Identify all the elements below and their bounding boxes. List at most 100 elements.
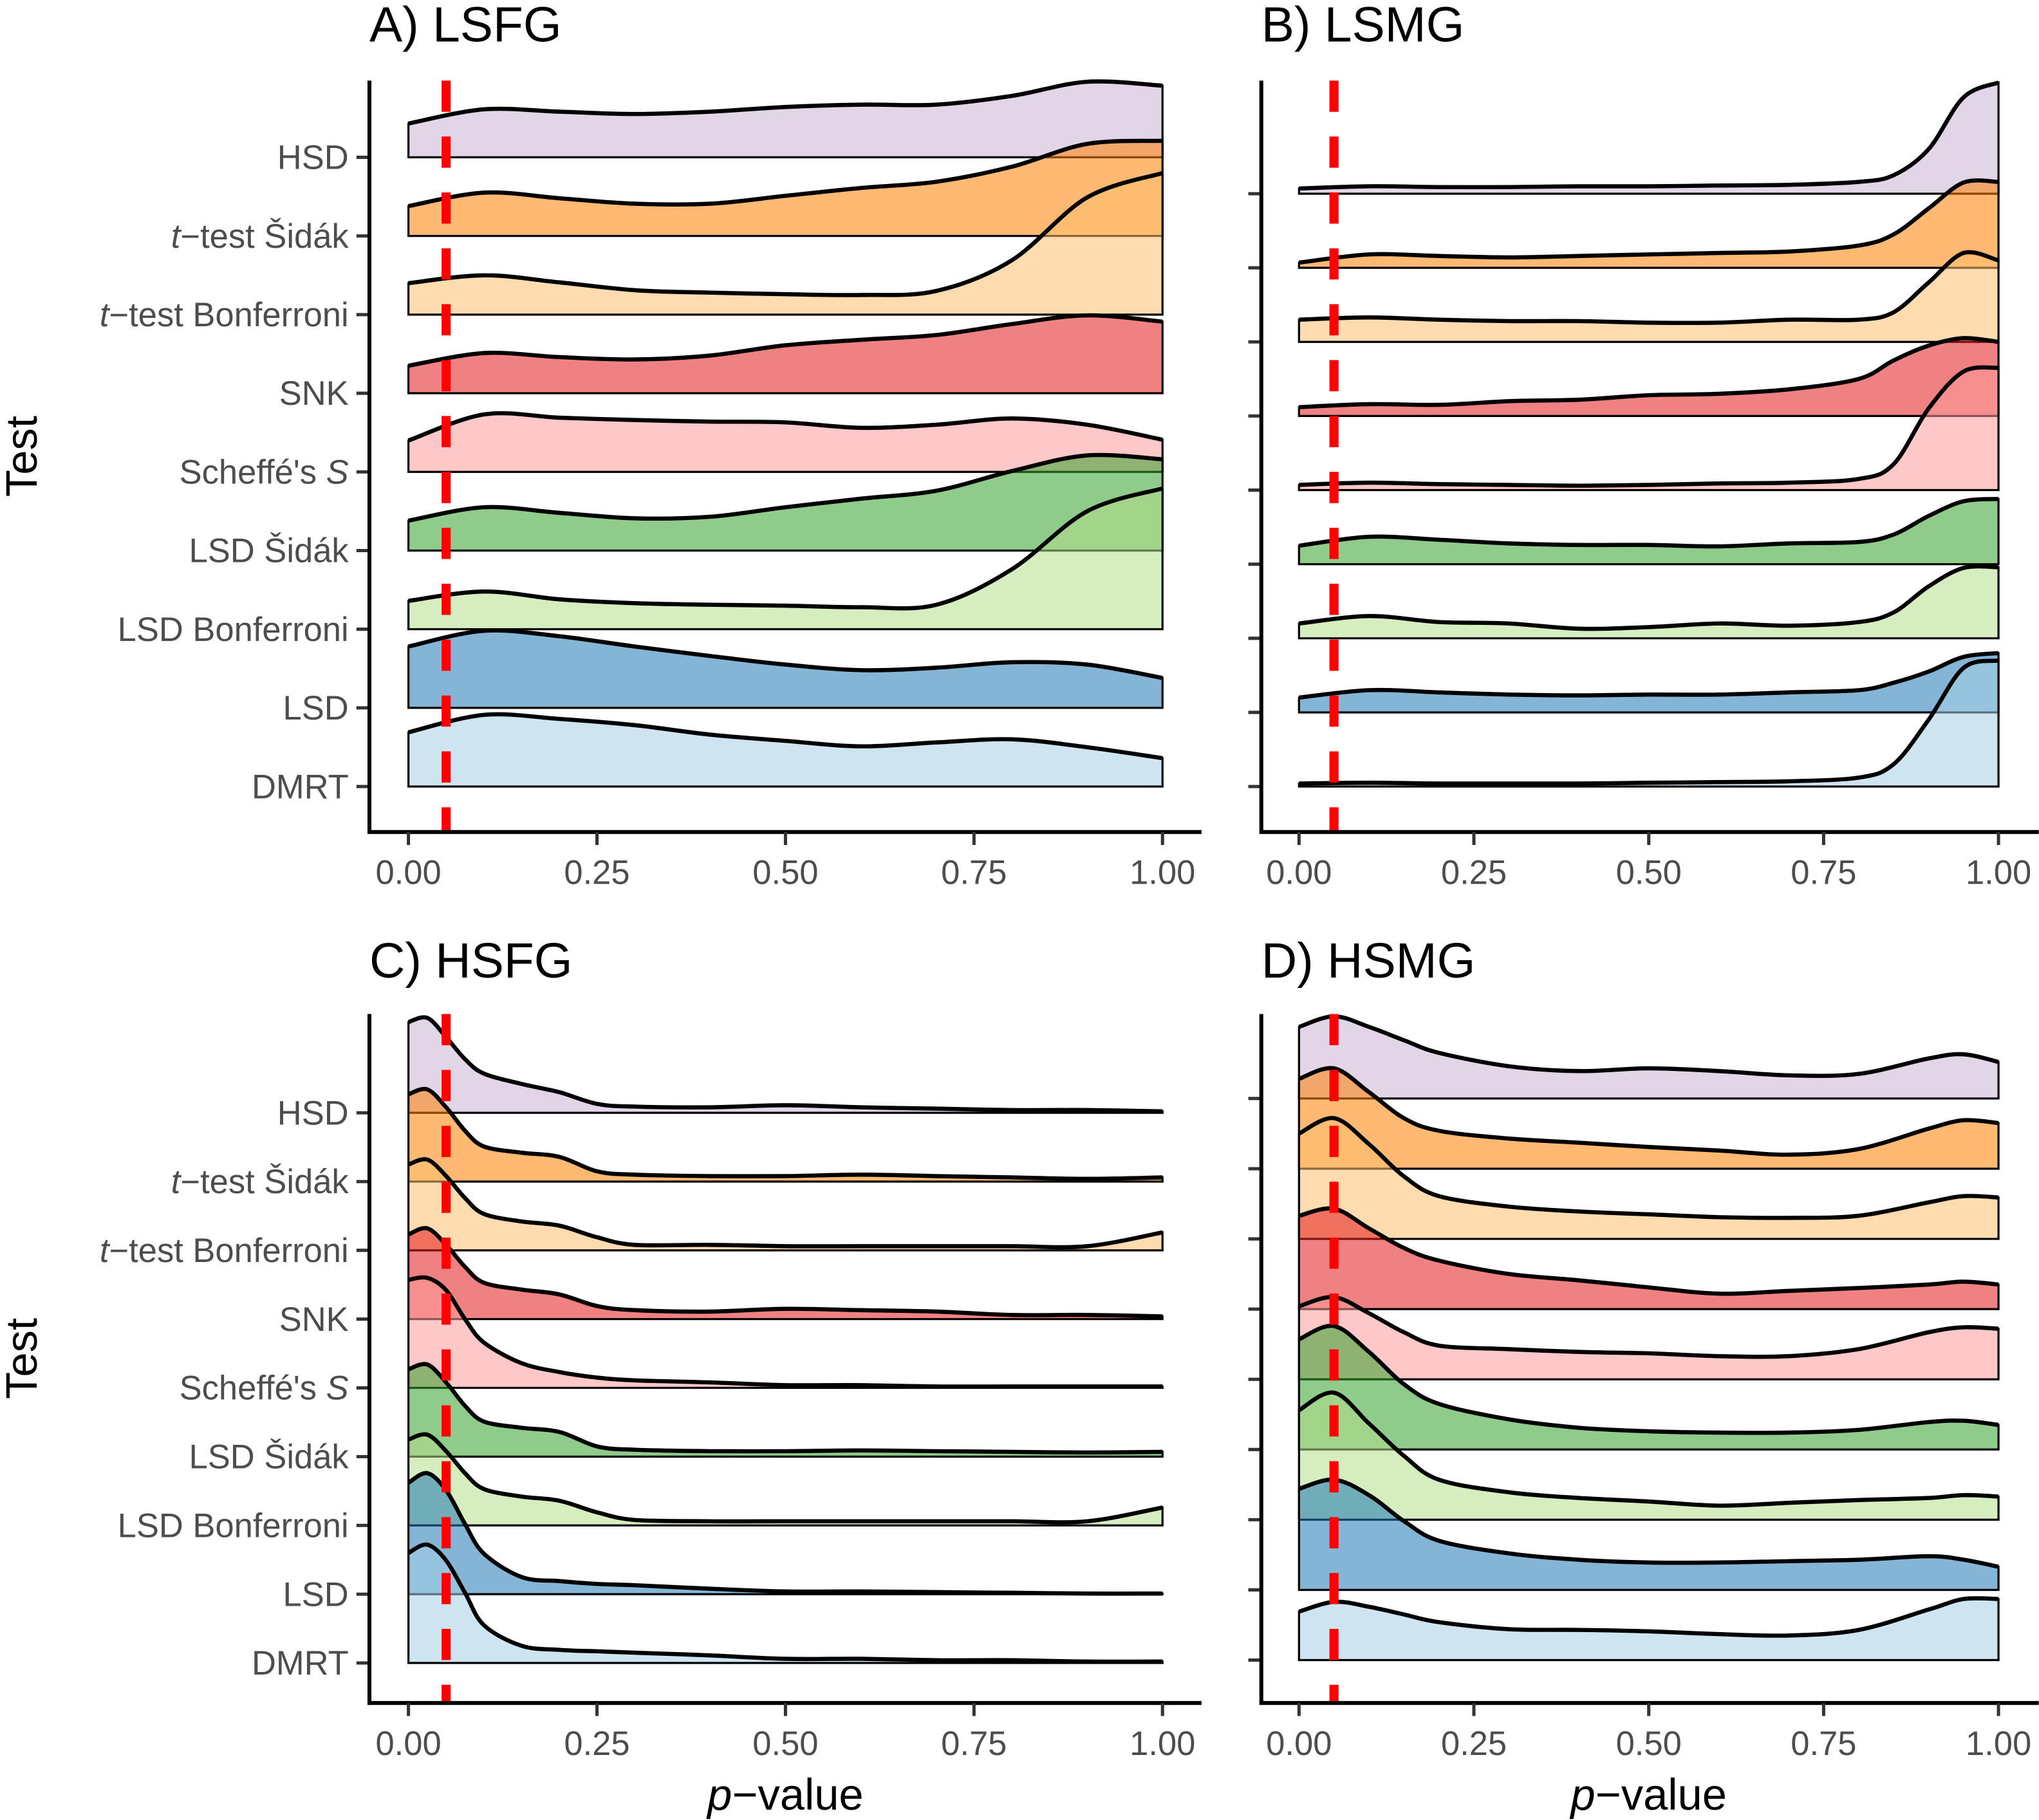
y-tick-label: LSD Šidák <box>189 532 349 570</box>
ridge-8 <box>1298 1596 2000 1662</box>
ridge-1 <box>1298 1066 2000 1170</box>
x-tick-label: 0.00 <box>1266 854 1332 892</box>
ridge-6 <box>1298 1390 2000 1521</box>
ridge-4 <box>407 1275 1164 1389</box>
x-tick-label: 0.75 <box>941 1725 1007 1763</box>
ridge-line <box>1298 1477 1999 1569</box>
panel-c: C) HSFG HSD t−test Šidák t−test Bonferroni S… <box>0 934 1202 1819</box>
ridge-1 <box>1298 178 2000 269</box>
ridge-3 <box>1298 336 2000 418</box>
ridge-8 <box>1298 658 2000 788</box>
ridge-line <box>407 1226 1163 1319</box>
x-tick-label: 1.00 <box>1966 1725 2031 1763</box>
x-tick-label: 0.00 <box>375 1725 441 1763</box>
ridge-4 <box>1298 365 2000 492</box>
x-tick-label: 0.25 <box>564 854 629 892</box>
ridge-6 <box>1298 564 2000 640</box>
ridge-line <box>1298 178 1999 265</box>
ridge-line <box>408 138 1163 209</box>
ridge-line <box>408 313 1163 368</box>
y-axis-title: Test <box>0 416 46 497</box>
y-tick-label: LSD Bonferroni <box>118 611 349 649</box>
ridge-line <box>408 171 1164 297</box>
panel-title: B) LSMG <box>1262 0 1465 53</box>
ridge-4 <box>1298 1295 2000 1380</box>
ridge-line <box>1298 497 1999 549</box>
x-axis-title: p−value <box>1569 1770 1726 1819</box>
ridge-line <box>1299 250 1999 326</box>
ridge-line <box>1298 1323 1999 1435</box>
panel-b: B) LSMG 0.00 0.25 0.50 0.75 1.00 <box>1248 0 2039 892</box>
ridge-line <box>1299 80 2000 191</box>
ridge-line <box>1298 1295 1999 1359</box>
ridge-fill <box>1298 497 2000 566</box>
ridge-3 <box>407 1226 1164 1321</box>
panel-a: A) LSFG HSD t−test Šidák t−test Bonferroni S… <box>0 0 1202 892</box>
ridge-line <box>408 1275 1163 1389</box>
ridge-line <box>407 712 1163 761</box>
ridge-fill <box>407 713 1164 788</box>
x-tick-label: 0.75 <box>941 854 1007 892</box>
ridge-7 <box>1298 651 2000 714</box>
x-tick-label: 0.75 <box>1791 1725 1856 1763</box>
ridge-line <box>1298 1390 1999 1508</box>
x-tick-label: 0.75 <box>1791 854 1856 892</box>
x-tick-label: 0.25 <box>1441 1725 1507 1763</box>
ridge-6 <box>407 486 1164 631</box>
ridge-1 <box>407 1086 1164 1183</box>
y-tick-label: DMRT <box>252 768 349 806</box>
ridge-line <box>1298 1066 1999 1157</box>
ridge-6 <box>407 1432 1164 1527</box>
y-tick-label: HSD <box>277 139 349 177</box>
ridge-8 <box>407 712 1164 788</box>
y-tick-label: t−test Bonferroni <box>100 296 349 334</box>
ridge-0 <box>407 79 1164 159</box>
ridge-line <box>1298 1596 1999 1638</box>
ridge-line <box>407 1015 1163 1114</box>
ridge-line <box>407 1157 1163 1250</box>
ridge-line <box>407 1542 1163 1664</box>
ridge-fill <box>407 629 1164 709</box>
panel-title: A) LSFG <box>369 0 562 53</box>
y-tick-label: LSD Šidák <box>189 1438 349 1476</box>
x-tick-label: 1.00 <box>1130 854 1195 892</box>
x-tick-label: 0.00 <box>1266 1725 1332 1763</box>
y-tick-label: SNK <box>279 1301 349 1339</box>
ridge-line <box>407 1086 1163 1181</box>
panel-title: D) HSMG <box>1262 934 1476 989</box>
ridge-fill <box>407 80 1164 159</box>
ridge-line <box>407 1362 1163 1455</box>
ridge-7 <box>407 1471 1164 1596</box>
ridge-5 <box>407 452 1164 552</box>
ridge-8 <box>407 1542 1164 1664</box>
x-tick-label: 0.50 <box>1616 854 1682 892</box>
y-tick-label: LSD <box>283 689 349 727</box>
ridge-line <box>1299 658 1999 786</box>
ridge-line <box>407 1432 1163 1525</box>
y-tick-label: LSD Bonferroni <box>118 1507 349 1545</box>
ridge-0 <box>407 1015 1164 1114</box>
ridge-2 <box>407 171 1164 316</box>
y-tick-label: Scheffé's S <box>180 453 349 491</box>
ridge-line <box>407 411 1163 443</box>
x-tick-label: 0.50 <box>1616 1725 1682 1763</box>
x-tick-label: 1.00 <box>1966 854 2031 892</box>
ridge-0 <box>1298 80 2000 195</box>
x-tick-label: 0.50 <box>752 854 818 892</box>
y-tick-label: t−test Šidák <box>171 218 349 255</box>
panel-title: C) HSFG <box>369 934 573 989</box>
ridge-5 <box>1298 497 2000 566</box>
ridge-line <box>1298 651 1999 700</box>
panel-d: D) HSMG 0.00 0.25 0.50 0.75 1.00 p−value <box>1248 934 2039 1819</box>
ridge-line <box>1299 336 1999 409</box>
ridge-3 <box>1298 1206 2000 1310</box>
ridge-line <box>407 1471 1163 1596</box>
ridge-fill <box>1298 659 2000 788</box>
ridge-1 <box>407 138 1164 237</box>
ridge-line <box>1298 1116 1999 1220</box>
ridge-line <box>1298 564 1999 631</box>
ridge-fill <box>1298 1015 2000 1100</box>
ridge-4 <box>407 411 1164 473</box>
ridge-5 <box>1298 1323 2000 1451</box>
